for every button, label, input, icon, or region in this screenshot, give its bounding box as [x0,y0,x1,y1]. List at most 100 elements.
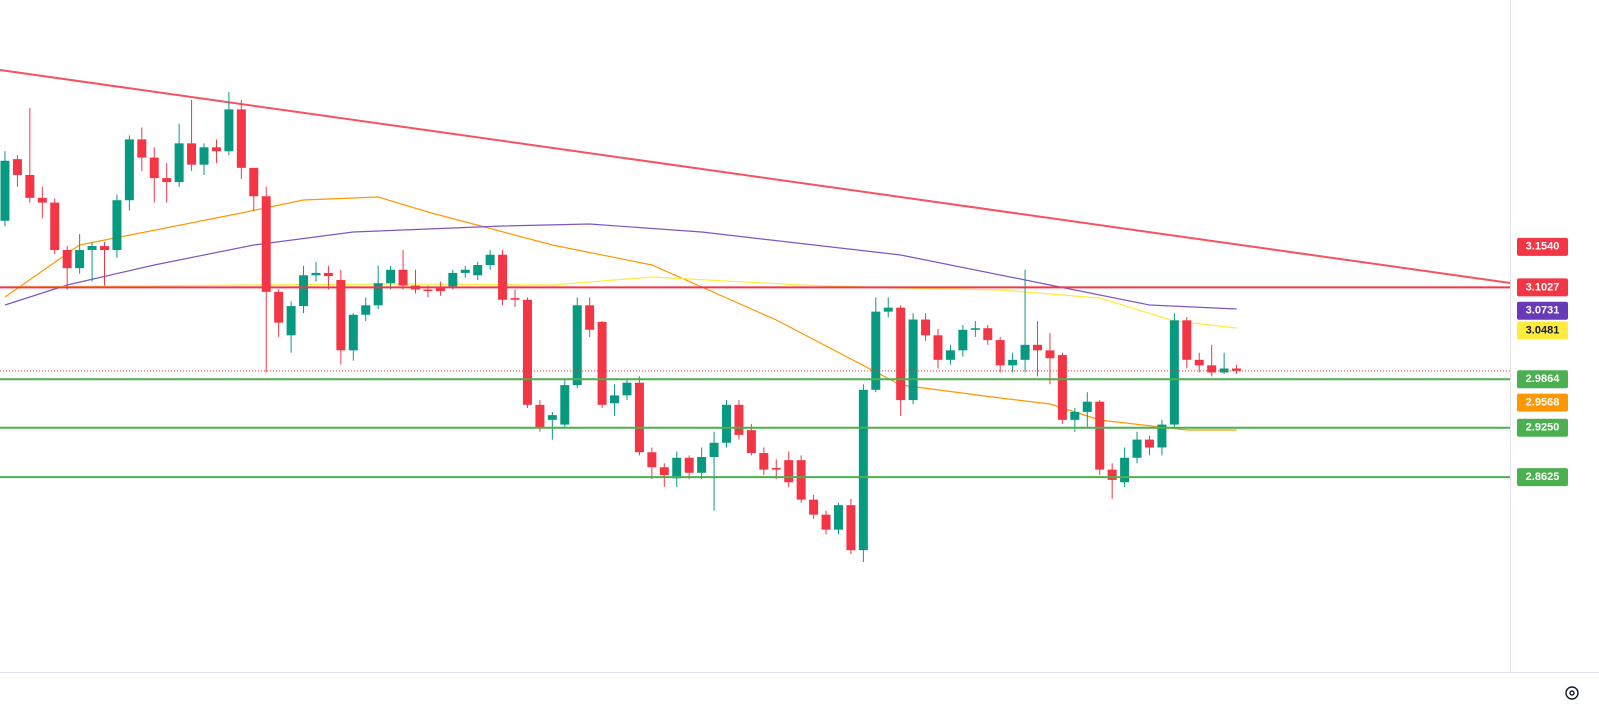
candle-body [448,272,458,287]
candle-body [386,269,396,284]
candle-body [771,468,781,470]
candles-layer [0,92,1510,563]
candle-body [311,272,321,276]
candle-body [1207,365,1217,373]
candle-body [933,335,943,360]
candle-body [896,307,906,401]
candle-body [958,329,968,351]
level-label-box [1517,370,1568,389]
candle-body [323,272,333,277]
candle-body [734,404,744,435]
candle-body [112,200,122,250]
candle-body [970,328,980,330]
candle-body [149,157,159,179]
candle-body [124,139,134,201]
candle-body [37,197,47,203]
candle-body [1194,359,1204,366]
level-label-box [1517,278,1568,297]
candle-body [336,280,346,351]
candle-body [547,415,557,420]
candle-body [709,442,719,457]
indicator-line [0,69,1511,284]
candle-body [535,404,545,428]
candle-body [1070,411,1080,420]
candle-body [995,340,1005,366]
level-label: 2.9250 [1526,422,1560,434]
candle-body [634,382,644,453]
candle-body [199,147,209,165]
candle-body [759,453,769,470]
candle-body [908,319,918,401]
candle-body [597,321,607,405]
candle-body [1232,368,1242,371]
candle-body [286,306,296,336]
candle-body [796,460,806,500]
candle-body [423,289,433,292]
candle-body [1107,469,1117,480]
candle-body [75,250,85,269]
candle-body [137,139,147,158]
candle-body [211,147,221,152]
candle-body [610,395,620,404]
level-label: 3.1540 [1526,241,1560,253]
candle-body [809,499,819,515]
candle-body [187,143,197,165]
level-label-box [1517,468,1568,487]
candle-body [1144,439,1154,448]
candle-body [373,283,383,306]
candle-body [87,246,97,250]
candle-body [945,350,955,360]
candle-body [1182,320,1192,360]
candle-body [883,307,893,312]
candle-body [498,254,508,300]
candle-body [1120,457,1130,483]
level-label-box [1517,393,1568,412]
candle-body [485,254,495,266]
candle-body [398,269,408,286]
candle-body [1008,359,1018,366]
candle-body [659,467,669,476]
candle-body [846,505,856,551]
candle-body [348,314,358,351]
candle-body [510,298,520,300]
candle-body [697,456,707,473]
indicator-line [4,276,1237,329]
candle-body [261,196,271,292]
level-label: 3.0731 [1526,305,1560,317]
candle-body [560,385,570,425]
candle-body [1045,350,1055,359]
candle-body [871,311,881,390]
candle-body [1157,424,1167,448]
candle-body [684,457,694,473]
candle-body [361,305,371,315]
candle-body [921,319,931,336]
level-label: 3.1027 [1526,281,1560,293]
candle-body [249,167,259,197]
candle-body [0,160,10,221]
candle-body [460,269,470,273]
candle-body [1132,439,1142,458]
candle-body [62,250,72,269]
candle-body [174,143,184,183]
candle-body [1033,344,1043,351]
candle-body [1169,320,1179,425]
candle-body [572,305,582,386]
level-label-box [1517,237,1568,256]
settings-icon[interactable] [1565,686,1579,700]
candle-body [1082,401,1092,412]
candle-body [821,514,831,530]
candle-body [1020,344,1030,360]
candle-body [647,452,657,468]
level-label-box [1517,321,1568,340]
candle-body [274,291,284,323]
candle-body [473,265,483,276]
candle-body [833,505,843,530]
candle-body [522,299,532,405]
candle-body [672,457,682,479]
level-label: 2.9568 [1526,397,1560,409]
candle-body [858,389,868,551]
candle-body [983,328,993,341]
level-label-box [1517,301,1568,320]
candle-body [585,305,595,330]
